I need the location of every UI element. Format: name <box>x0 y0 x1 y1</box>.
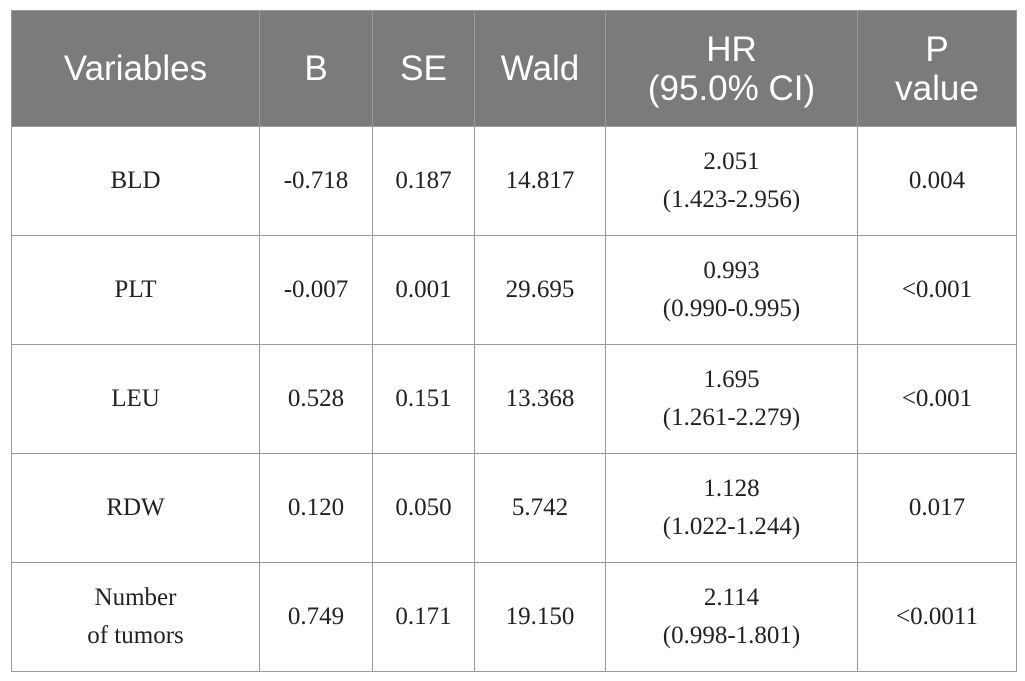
hr-value: 2.114 <box>703 584 760 611</box>
header-se-text: SE <box>400 49 447 88</box>
variable-line: LEU <box>111 385 160 412</box>
cell-hr: 1.128 (1.022-1.244) <box>605 453 858 563</box>
cell-p-value: 0.004 <box>857 126 1017 236</box>
results-table: Variables B SE Wald HR (95.0% CI) P valu… <box>11 10 1017 672</box>
cell-variable: BLD <box>11 126 260 236</box>
header-p-value: P value <box>857 10 1017 127</box>
hr-ci: (1.261-2.279) <box>662 404 801 431</box>
header-variables-text: Variables <box>63 49 208 88</box>
hr-value: 2.051 <box>703 148 760 175</box>
cell-wald: 14.817 <box>474 126 606 236</box>
cell-b: 0.749 <box>259 562 373 672</box>
table-body: BLD -0.718 0.187 14.817 2.051 (1.423-2.9… <box>11 126 1017 672</box>
cell-wald: 29.695 <box>474 235 606 345</box>
cell-p-value: 0.017 <box>857 453 1017 563</box>
cell-variable: Number of tumors <box>11 562 260 672</box>
cell-b: 0.528 <box>259 344 373 454</box>
cell-hr: 2.114 (0.998-1.801) <box>605 562 858 672</box>
cell-p-value: <0.001 <box>857 235 1017 345</box>
hr-value: 1.128 <box>703 475 760 502</box>
header-wald-text: Wald <box>500 49 580 88</box>
cell-se: 0.151 <box>372 344 475 454</box>
cell-variable: LEU <box>11 344 260 454</box>
header-hr: HR (95.0% CI) <box>605 10 858 127</box>
cell-hr: 1.695 (1.261-2.279) <box>605 344 858 454</box>
cell-se: 0.187 <box>372 126 475 236</box>
table-row: LEU 0.528 0.151 13.368 1.695 (1.261-2.27… <box>11 344 1017 454</box>
hr-ci: (0.990-0.995) <box>662 295 801 322</box>
cell-b: -0.718 <box>259 126 373 236</box>
cell-se: 0.001 <box>372 235 475 345</box>
hr-ci: (0.998-1.801) <box>662 622 801 649</box>
cell-b: -0.007 <box>259 235 373 345</box>
cell-se: 0.171 <box>372 562 475 672</box>
header-p-line2: value <box>895 68 979 108</box>
cell-wald: 19.150 <box>474 562 606 672</box>
cell-variable: PLT <box>11 235 260 345</box>
header-b: B <box>259 10 373 127</box>
table-row: PLT -0.007 0.001 29.695 0.993 (0.990-0.9… <box>11 235 1017 345</box>
header-row: Variables B SE Wald HR (95.0% CI) P valu… <box>11 10 1017 127</box>
variable-line: of tumors <box>87 622 184 649</box>
header-se: SE <box>372 10 475 127</box>
header-hr-line1: HR <box>706 29 757 69</box>
cell-se: 0.050 <box>372 453 475 563</box>
cell-p-value: <0.0011 <box>857 562 1017 672</box>
cell-hr: 0.993 (0.990-0.995) <box>605 235 858 345</box>
cell-wald: 13.368 <box>474 344 606 454</box>
hr-ci: (1.022-1.244) <box>662 513 801 540</box>
variable-line: Number <box>94 584 177 611</box>
variable-line: RDW <box>106 494 165 521</box>
header-b-text: B <box>304 49 328 88</box>
cell-b: 0.120 <box>259 453 373 563</box>
hr-ci: (1.423-2.956) <box>662 186 801 213</box>
cell-p-value: <0.001 <box>857 344 1017 454</box>
table-header: Variables B SE Wald HR (95.0% CI) P valu… <box>11 10 1017 127</box>
cell-variable: RDW <box>11 453 260 563</box>
header-wald: Wald <box>474 10 606 127</box>
table-row: BLD -0.718 0.187 14.817 2.051 (1.423-2.9… <box>11 126 1017 236</box>
variable-line: BLD <box>110 167 161 194</box>
cell-hr: 2.051 (1.423-2.956) <box>605 126 858 236</box>
variable-line: PLT <box>114 276 157 303</box>
table-row: RDW 0.120 0.050 5.742 1.128 (1.022-1.244… <box>11 453 1017 563</box>
cell-wald: 5.742 <box>474 453 606 563</box>
header-p-line1: P <box>925 29 949 69</box>
hr-value: 1.695 <box>703 366 760 393</box>
hr-value: 0.993 <box>703 257 760 284</box>
header-variables: Variables <box>11 10 260 127</box>
table-row: Number of tumors 0.749 0.171 19.150 2.11… <box>11 562 1017 672</box>
header-hr-line2: (95.0% CI) <box>647 68 816 108</box>
